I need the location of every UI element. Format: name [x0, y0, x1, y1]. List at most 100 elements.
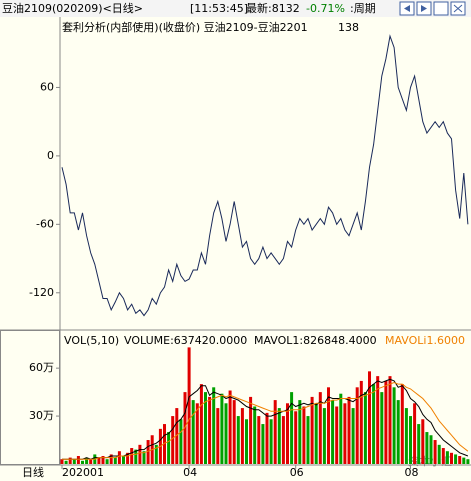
y-tick-label: 0	[47, 149, 54, 162]
volume-bar	[450, 452, 453, 464]
volume-bar	[409, 416, 412, 464]
volume-bar	[204, 392, 207, 464]
chart-subtitle: 138	[338, 21, 359, 34]
ma-line	[62, 381, 469, 460]
volume-bar	[212, 387, 216, 464]
volume-bar	[351, 408, 355, 464]
volume-bar	[109, 454, 113, 464]
volume-bar	[208, 396, 212, 464]
header-bar	[0, 0, 471, 17]
volume-bar	[240, 408, 244, 464]
volume-bar	[347, 396, 351, 464]
volume-bar	[76, 456, 80, 464]
volume-bar	[64, 460, 68, 464]
volume-bar	[298, 400, 302, 464]
volume-bar	[294, 411, 298, 464]
volume-bar	[175, 408, 179, 464]
volume-bar	[187, 347, 191, 464]
volume-bar	[339, 393, 343, 464]
vol-title: VOL(5,10)	[64, 334, 119, 347]
volume-bar	[458, 456, 462, 464]
header-period: :周期	[350, 2, 376, 15]
volume-bar	[310, 396, 314, 464]
header-latest: 最新:8132	[246, 1, 300, 15]
volume-bar	[277, 408, 281, 464]
icon	[421, 5, 427, 12]
volume-bar	[335, 406, 339, 464]
volume-bar	[171, 416, 175, 464]
x-tick-label: 04	[183, 466, 197, 479]
volume-bar	[437, 444, 441, 464]
btn-zoom[interactable]	[433, 1, 449, 16]
volume-bar	[433, 440, 437, 464]
icon	[453, 4, 463, 13]
volume-bar	[286, 403, 289, 464]
volume-bar	[134, 449, 138, 464]
volume-bar	[462, 457, 466, 464]
volume-bar	[195, 403, 199, 464]
volume-bar	[130, 448, 134, 464]
volume-bar	[454, 454, 458, 464]
volume-bar	[85, 457, 89, 464]
chart-title: 套利分析(内部使用)(收盘价) 豆油2109-豆油2201	[62, 20, 308, 34]
volume-bar	[265, 412, 269, 464]
y-tick-label: 60万	[29, 361, 54, 374]
volume-bar	[359, 380, 363, 464]
volume-bar	[355, 387, 359, 464]
volume-bar	[384, 380, 388, 464]
volume-bar	[380, 392, 384, 464]
volume-bar	[306, 416, 310, 464]
y-tick-label: 60	[40, 80, 54, 93]
x-axis-label: 日线	[22, 465, 44, 479]
volume-bar	[101, 456, 105, 464]
volume-bar	[142, 451, 146, 464]
volume-bar	[97, 457, 101, 464]
volume-bar	[413, 403, 417, 464]
volume-bar	[445, 451, 449, 464]
volume-bar	[236, 416, 240, 464]
volume-bar	[441, 448, 445, 464]
volume-bar	[269, 419, 273, 464]
volume-bar	[117, 451, 121, 464]
volume-bar	[245, 419, 248, 464]
volume-bar	[126, 452, 130, 464]
volume-bar	[113, 457, 117, 464]
volume-bar	[146, 440, 150, 464]
nav-buttons[interactable]	[399, 1, 466, 16]
volume-bar	[199, 384, 203, 464]
volume-bar	[257, 416, 261, 464]
volume-bar	[417, 424, 421, 464]
volume-bar	[363, 392, 367, 464]
y-tick-label: 30万	[29, 409, 54, 422]
x-tick-label: 202001	[62, 466, 104, 479]
volume-bar	[253, 406, 257, 464]
y-tick-label: -60	[36, 217, 54, 230]
header-time: [11:53:45]	[190, 2, 248, 15]
volume-bar	[81, 460, 84, 464]
volume-bar	[396, 400, 400, 464]
volume-bar	[314, 403, 318, 464]
vol-subtitle: VOLUME:637420.0000	[124, 334, 247, 347]
x-tick-label: 08	[405, 466, 419, 479]
volume-bar	[327, 387, 330, 464]
volume-bar	[290, 392, 294, 464]
legend-entry: MAVOL1:826848.4000	[254, 334, 377, 347]
y-tick-label: -120	[29, 286, 54, 299]
ma-line	[62, 378, 469, 460]
volume-bar	[372, 384, 376, 464]
volume-bar	[421, 419, 425, 464]
volume-bar	[163, 424, 166, 464]
volume-bar	[318, 392, 322, 464]
volume-bar	[68, 457, 72, 464]
volume-bar	[281, 416, 285, 464]
header-change: -0.71%	[306, 2, 345, 15]
volume-bar	[376, 376, 380, 464]
volume-bar	[89, 459, 93, 464]
volume-bar	[249, 396, 253, 464]
volume-bar	[392, 387, 396, 464]
volume-bar	[224, 403, 228, 464]
volume-bar	[261, 424, 265, 464]
volume-bar	[429, 435, 433, 464]
volume-bar	[425, 432, 429, 464]
